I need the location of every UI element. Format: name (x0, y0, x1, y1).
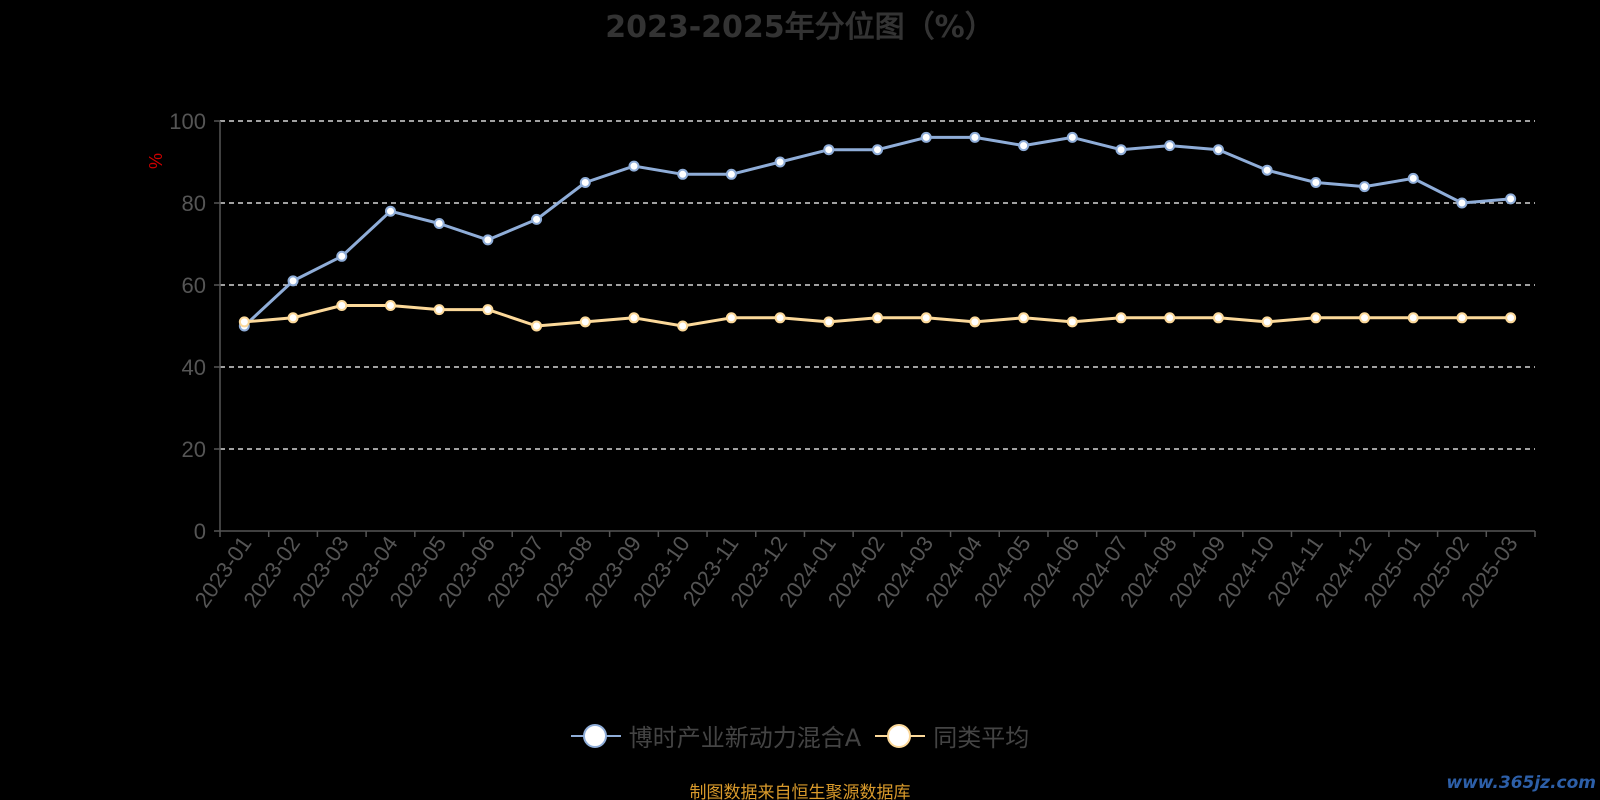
legend-label-fund: 博时产业新动力混合A (628, 724, 862, 752)
series-0-point-2023-11 (725, 168, 737, 180)
series-1-point-2024-10 (1261, 316, 1273, 328)
series-1-point-2023-07 (531, 320, 543, 332)
series-0-point-2024-12 (1359, 181, 1371, 193)
series-0-point-2023-06 (482, 234, 494, 246)
series-0-point-2024-01 (823, 144, 835, 156)
series-1-point-2023-02 (287, 312, 299, 324)
series-1-point-2024-06 (1066, 316, 1078, 328)
series-1-point-2024-12 (1359, 312, 1371, 324)
series-0-point-2024-03 (920, 131, 932, 143)
series-1-point-2023-08 (579, 316, 591, 328)
series-1-point-2024-11 (1310, 312, 1322, 324)
watermark-logo: www.365jz.com (1446, 773, 1596, 793)
y-axis-label: % (146, 153, 166, 169)
y-tick-label-0: 0 (194, 519, 206, 544)
series-1-point-2023-12 (774, 312, 786, 324)
series-1-point-2024-09 (1212, 312, 1224, 324)
series-1-point-2024-07 (1115, 312, 1127, 324)
series-1-point-2025-03 (1505, 312, 1517, 324)
series-0-point-2024-09 (1212, 144, 1224, 156)
series-1-point-2025-01 (1407, 312, 1419, 324)
series-1-point-2023-04 (384, 300, 396, 311)
series-0-point-2024-06 (1066, 131, 1078, 143)
legend-marker-average (875, 723, 926, 748)
series-1-point-2023-01 (238, 316, 250, 328)
series-1-point-2023-11 (725, 312, 737, 324)
series-0-point-2023-08 (579, 177, 591, 188)
y-tick-label-60: 60 (182, 273, 206, 298)
series-0-point-2024-11 (1310, 177, 1322, 188)
series-0-point-2023-04 (384, 205, 396, 217)
series-0-point-2024-07 (1115, 144, 1127, 156)
series-0-point-2025-03 (1505, 193, 1517, 205)
series-0-point-2024-08 (1164, 140, 1176, 152)
series-0-point-2024-05 (1018, 140, 1030, 152)
series-1-point-2023-09 (628, 312, 640, 324)
series-0-point-2023-10 (677, 168, 689, 180)
grid-layer (220, 120, 1535, 450)
series-1-point-2023-10 (677, 320, 689, 332)
series-1-point-2024-04 (969, 316, 981, 328)
series-1-point-2023-06 (482, 304, 494, 316)
legend-label-average: 同类平均 (933, 724, 1030, 752)
series-1-point-2024-05 (1018, 312, 1030, 324)
legend-item-average[interactable]: 同类平均 (875, 718, 1029, 753)
source-note: 制图数据来自恒生聚源数据库 (689, 783, 911, 800)
series-line-0 (243, 135, 1511, 328)
series-0-point-2023-02 (287, 275, 299, 287)
series-0-point-2023-12 (774, 156, 786, 168)
series-layer (238, 131, 1517, 332)
series-0-point-2023-05 (433, 218, 445, 229)
chart-title: 2023-2025年分位图（%） (605, 10, 995, 45)
series-1-point-2024-01 (823, 316, 835, 328)
legend: 博时产业新动力混合A 同类平均 (0, 718, 1600, 753)
series-0-point-2023-07 (531, 213, 543, 225)
series-0-point-2024-02 (872, 144, 883, 156)
legend-item-fund[interactable]: 博时产业新动力混合A (570, 718, 862, 753)
series-0-point-2023-09 (628, 160, 640, 172)
chart-canvas: 020406080100%2023-012023-022023-032023-0… (146, 109, 1536, 612)
series-1-point-2023-03 (336, 300, 348, 311)
y-tick-label-80: 80 (182, 191, 206, 216)
series-0-point-2024-10 (1261, 164, 1273, 176)
legend-marker-fund (570, 723, 621, 748)
y-tick-label-40: 40 (182, 355, 206, 380)
series-0-point-2023-03 (336, 250, 348, 262)
y-tick-label-20: 20 (182, 437, 206, 462)
series-0-point-2024-04 (969, 131, 981, 143)
series-1-point-2024-08 (1164, 312, 1176, 324)
series-0-point-2025-02 (1456, 197, 1468, 209)
y-tick-label-100: 100 (169, 109, 206, 134)
series-1-point-2024-02 (872, 312, 883, 324)
series-1-point-2023-05 (433, 304, 445, 316)
series-1-point-2024-03 (920, 312, 932, 324)
series-0-point-2025-01 (1407, 172, 1419, 184)
series-1-point-2025-02 (1456, 312, 1468, 324)
